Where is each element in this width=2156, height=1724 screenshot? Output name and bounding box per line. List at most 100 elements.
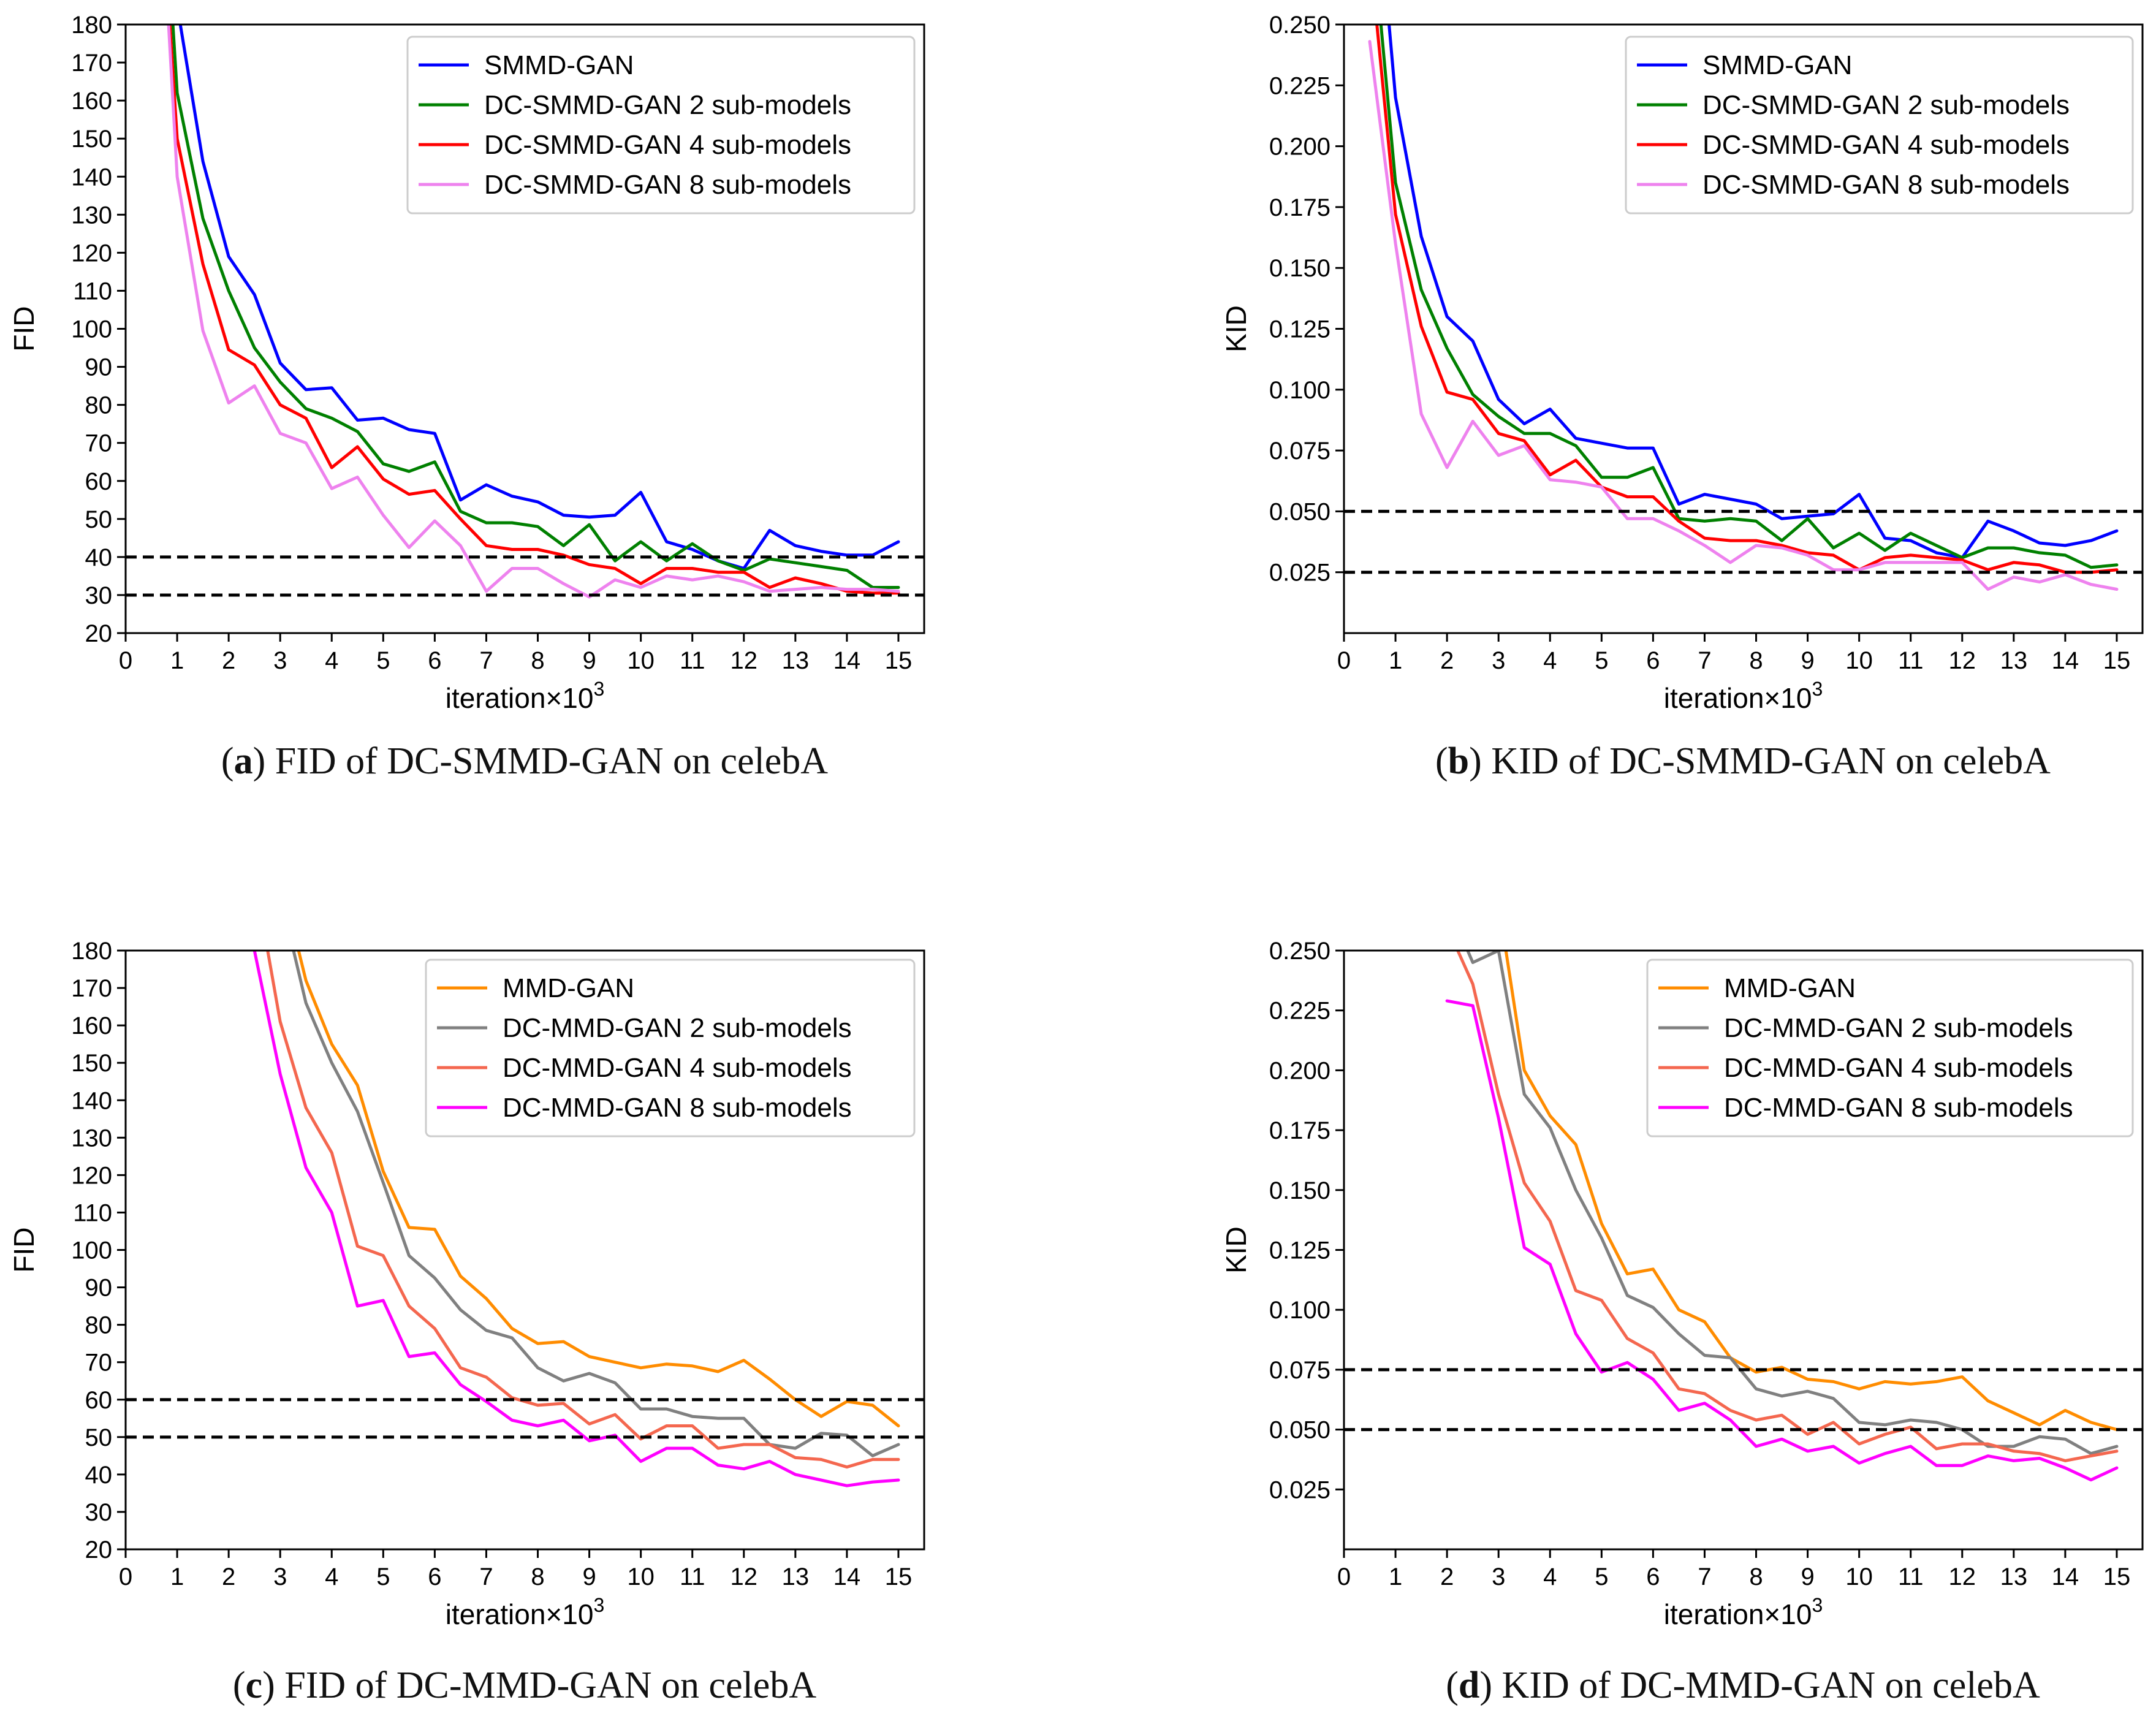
x-tick-label: 15 (2103, 647, 2131, 674)
legend-entry: DC-SMMD-GAN 4 sub-models (1702, 130, 2070, 160)
x-tick-label: 15 (2103, 1563, 2131, 1590)
y-tick-label: 70 (85, 1350, 113, 1377)
legend-box (425, 959, 916, 1137)
legend: SMMD-GAN DC-SMMD-GAN 2 sub-models DC-SMMD-… (1625, 36, 2134, 215)
legend-entry: DC-SMMD-GAN 8 sub-models (1702, 170, 2070, 200)
x-tick-label: 0 (119, 1563, 132, 1590)
y-tick-label: 0.175 (1269, 1117, 1330, 1144)
panel-caption: (c) FID of DC-MMD-GAN on celebA (233, 1665, 816, 1706)
x-tick-label: 7 (479, 1563, 493, 1590)
x-tick-label: 7 (1698, 1563, 1711, 1590)
y-tick-label: 80 (85, 392, 113, 419)
x-tick-label: 4 (325, 647, 338, 674)
x-tick-label: 8 (531, 647, 544, 674)
y-axis-label: FID (8, 1227, 40, 1272)
series-line-3 (266, 951, 900, 1469)
x-tick-label: 12 (1949, 1563, 1976, 1590)
y-tick-label: 140 (71, 164, 112, 191)
y-tick-label: 40 (85, 544, 113, 571)
legend-entry: DC-SMMD-GAN 8 sub-models (484, 170, 851, 200)
x-tick-label: 11 (680, 1563, 705, 1590)
x-tick-label: 6 (1646, 1563, 1660, 1590)
x-tick-label: 7 (479, 647, 493, 674)
x-tick-label: 14 (833, 1563, 861, 1590)
x-tick-label: 0 (1337, 647, 1351, 674)
y-axis-label: KID (1220, 1226, 1252, 1274)
x-tick-label: 2 (1440, 1563, 1454, 1590)
series-line-4 (252, 951, 900, 1487)
x-tick-label: 9 (1801, 1563, 1814, 1590)
y-tick-label: 0.025 (1269, 1476, 1330, 1503)
series-group (167, 25, 900, 599)
series-group (252, 951, 900, 1487)
legend: MMD-GAN DC-MMD-GAN 2 sub-models DC-MMD-GAN… (1646, 959, 2134, 1137)
y-tick-label: 170 (71, 975, 112, 1002)
series-line-1 (297, 951, 900, 1427)
x-tick-label: 2 (222, 647, 235, 674)
chart-panel-a: 0 1 2 3 4 5 6 7 8 9 10 11 12 13 14 15203040506070809010… (8, 12, 925, 782)
y-tick-label: 0.025 (1269, 560, 1330, 587)
x-tick-label: 3 (273, 647, 287, 674)
x-axis-label: iteration×103 (1664, 1594, 1823, 1630)
y-tick-label: 130 (71, 202, 112, 229)
series-line-4 (1368, 40, 2119, 591)
panel-caption: (a) FID of DC-SMMD-GAN on celebA (221, 740, 828, 782)
legend-box (406, 36, 916, 215)
panel-caption: (b) KID of DC-SMMD-GAN on celebA (1435, 740, 2051, 782)
x-tick-label: 13 (782, 647, 810, 674)
x-tick-label: 13 (782, 1563, 810, 1590)
y-tick-label: 20 (85, 620, 113, 647)
x-tick-label: 15 (885, 1563, 913, 1590)
y-tick-label: 50 (85, 1424, 113, 1451)
y-tick-label: 160 (71, 1012, 112, 1039)
x-tick-label: 2 (222, 1563, 235, 1590)
x-tick-label: 4 (1543, 1563, 1557, 1590)
legend-entry: SMMD-GAN (1702, 50, 1852, 80)
y-tick-label: 0.175 (1269, 194, 1330, 221)
y-tick-label: 0.250 (1269, 12, 1330, 39)
legend: MMD-GAN DC-MMD-GAN 2 sub-models DC-MMD-GAN… (425, 959, 916, 1137)
x-tick-label: 1 (170, 1563, 184, 1590)
y-tick-label: 70 (85, 430, 113, 457)
x-tick-label: 13 (2000, 647, 2028, 674)
y-tick-label: 0.225 (1269, 72, 1330, 99)
x-tick-label: 12 (731, 1563, 758, 1590)
series-line-2 (171, 25, 900, 589)
series-line-4 (167, 25, 900, 599)
x-tick-label: 3 (1492, 647, 1505, 674)
y-tick-label: 100 (71, 316, 112, 343)
x-tick-label: 7 (1698, 647, 1711, 674)
x-tick-label: 11 (680, 647, 705, 674)
y-tick-label: 20 (85, 1536, 113, 1563)
x-tick-label: 5 (1595, 1563, 1608, 1590)
x-tick-label: 8 (1749, 647, 1763, 674)
y-tick-label: 0.150 (1269, 255, 1330, 282)
x-tick-label: 0 (1337, 1563, 1351, 1590)
series-group (1368, 25, 2119, 591)
x-tick-label: 1 (1389, 1563, 1402, 1590)
x-tick-label: 9 (1801, 647, 1814, 674)
x-tick-label: 14 (2052, 647, 2079, 674)
legend-entry: DC-SMMD-GAN 2 sub-models (484, 90, 851, 120)
legend-box (1646, 959, 2134, 1137)
y-tick-label: 130 (71, 1125, 112, 1152)
legend-box (1625, 36, 2134, 215)
y-tick-label: 0.200 (1269, 1057, 1330, 1084)
series-line-1 (178, 25, 900, 570)
legend-entry: DC-MMD-GAN 4 sub-models (503, 1053, 852, 1083)
y-tick-label: 100 (71, 1237, 112, 1264)
series-line-4 (1445, 999, 2119, 1482)
x-axis-label: iteration×103 (1664, 678, 1823, 714)
x-tick-label: 10 (1845, 1563, 1873, 1590)
series-line-2 (1466, 951, 2119, 1456)
x-tick-label: 4 (1543, 647, 1557, 674)
y-tick-label: 0.225 (1269, 998, 1330, 1025)
y-tick-label: 0.050 (1269, 1417, 1330, 1444)
y-tick-label: 50 (85, 506, 113, 533)
y-tick-label: 60 (85, 468, 113, 495)
x-tick-label: 10 (1845, 647, 1873, 674)
y-tick-label: 0.250 (1269, 938, 1330, 965)
y-tick-label: 120 (71, 1162, 112, 1189)
legend-entry: MMD-GAN (1724, 973, 1856, 1003)
